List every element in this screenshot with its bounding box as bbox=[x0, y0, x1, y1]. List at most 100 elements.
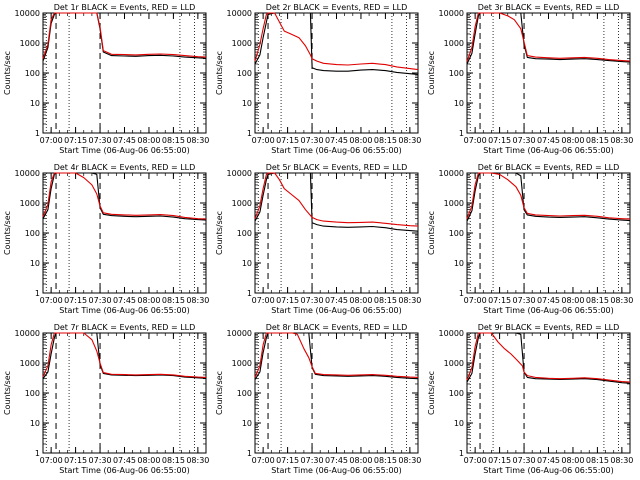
y-axis-label: Counts/sec bbox=[215, 51, 224, 95]
x-tick-label: 08:15 bbox=[586, 296, 609, 305]
x-tick-label: 07:15 bbox=[64, 296, 87, 305]
y-tick-label: 10000 bbox=[227, 169, 252, 178]
x-tick-label: 07:30 bbox=[301, 296, 324, 305]
chart-panel: Det 3r BLACK = Events, RED = LLD Counts/s… bbox=[427, 3, 633, 155]
events-series-line bbox=[254, 12, 419, 75]
chart-panel: Det 5r BLACK = Events, RED = LLD Counts/s… bbox=[215, 163, 421, 315]
chart-panel: Det 4r BLACK = Events, RED = LLD Counts/s… bbox=[3, 163, 209, 315]
x-tick-label: 07:15 bbox=[488, 136, 511, 145]
x-tick-label: 08:30 bbox=[398, 296, 421, 305]
x-tick-label: 07:30 bbox=[513, 136, 536, 145]
x-tick-label: 07:45 bbox=[113, 456, 136, 465]
x-tick-label: 07:30 bbox=[513, 456, 536, 465]
y-tick-label: 1000 bbox=[444, 39, 464, 48]
chart-title: Det 8r BLACK = Events, RED = LLD bbox=[266, 323, 408, 332]
plot-frame bbox=[466, 332, 631, 454]
x-tick-label: 08:15 bbox=[374, 136, 397, 145]
y-tick-label: 1 bbox=[247, 129, 252, 138]
y-tick-label: 10000 bbox=[227, 9, 252, 18]
x-tick-label: 08:15 bbox=[374, 296, 397, 305]
y-tick-label: 1 bbox=[247, 289, 252, 298]
y-tick-label: 1000 bbox=[20, 359, 40, 368]
y-axis-label: Counts/sec bbox=[3, 211, 12, 255]
x-tick-label: 08:15 bbox=[162, 456, 185, 465]
chart-title: Det 9r BLACK = Events, RED = LLD bbox=[478, 323, 620, 332]
x-tick-label: 07:15 bbox=[64, 456, 87, 465]
x-tick-label: 07:00 bbox=[464, 456, 487, 465]
y-tick-label: 10 bbox=[454, 259, 464, 268]
x-tick-label: 07:45 bbox=[325, 136, 348, 145]
plot-frame bbox=[42, 172, 207, 294]
y-tick-label: 10 bbox=[242, 99, 252, 108]
chart-title: Det 7r BLACK = Events, RED = LLD bbox=[54, 323, 196, 332]
plot-frame bbox=[466, 12, 631, 134]
y-tick-label: 1 bbox=[35, 129, 40, 138]
x-tick-label: 07:30 bbox=[301, 136, 324, 145]
y-tick-label: 10000 bbox=[439, 329, 464, 338]
x-tick-label: 07:15 bbox=[276, 296, 299, 305]
y-tick-label: 1 bbox=[459, 449, 464, 458]
x-tick-label: 08:15 bbox=[586, 136, 609, 145]
chart-title: Det 1r BLACK = Events, RED = LLD bbox=[54, 3, 196, 12]
lld-series-line bbox=[254, 172, 419, 227]
events-series-line bbox=[42, 12, 207, 62]
y-tick-label: 10000 bbox=[15, 329, 40, 338]
lld-series-line bbox=[42, 172, 207, 220]
x-tick-label: 08:00 bbox=[137, 456, 160, 465]
lld-series-line bbox=[466, 332, 631, 383]
y-axis-label: Counts/sec bbox=[215, 211, 224, 255]
x-tick-label: 07:00 bbox=[464, 136, 487, 145]
plot-frame bbox=[254, 332, 419, 454]
lld-series-line bbox=[254, 12, 419, 71]
x-tick-label: 07:30 bbox=[89, 296, 112, 305]
y-tick-label: 1 bbox=[459, 289, 464, 298]
x-tick-label: 08:00 bbox=[349, 136, 372, 145]
x-tick-label: 07:30 bbox=[89, 136, 112, 145]
x-tick-label: 07:15 bbox=[488, 296, 511, 305]
x-tick-label: 08:30 bbox=[398, 136, 421, 145]
chart-panel: Det 1r BLACK = Events, RED = LLD Counts/s… bbox=[3, 3, 209, 155]
y-axis-label: Counts/sec bbox=[427, 51, 436, 95]
x-axis-label: Start Time (06-Aug-06 06:55:00) bbox=[483, 306, 614, 315]
x-tick-label: 07:45 bbox=[325, 456, 348, 465]
y-axis-label: Counts/sec bbox=[427, 211, 436, 255]
chart-title: Det 6r BLACK = Events, RED = LLD bbox=[478, 163, 620, 172]
x-tick-label: 07:45 bbox=[537, 296, 560, 305]
y-tick-label: 1000 bbox=[232, 359, 252, 368]
y-tick-label: 10 bbox=[242, 259, 252, 268]
chart-panel: Det 9r BLACK = Events, RED = LLD Counts/s… bbox=[427, 323, 633, 475]
x-tick-label: 08:15 bbox=[586, 456, 609, 465]
plot-frame bbox=[466, 172, 631, 294]
x-tick-label: 08:15 bbox=[374, 456, 397, 465]
y-tick-label: 1000 bbox=[232, 199, 252, 208]
x-tick-label: 08:30 bbox=[186, 136, 209, 145]
x-axis-label: Start Time (06-Aug-06 06:55:00) bbox=[271, 146, 402, 155]
x-tick-label: 07:00 bbox=[252, 296, 275, 305]
events-series-line bbox=[254, 172, 419, 232]
x-tick-label: 07:15 bbox=[64, 136, 87, 145]
y-axis-label: Counts/sec bbox=[3, 371, 12, 415]
lld-series-line bbox=[466, 172, 631, 220]
lld-series-line bbox=[42, 12, 207, 59]
y-tick-label: 100 bbox=[449, 69, 464, 78]
x-tick-label: 07:30 bbox=[513, 296, 536, 305]
y-tick-label: 10 bbox=[30, 419, 40, 428]
x-tick-label: 07:00 bbox=[252, 136, 275, 145]
y-tick-label: 100 bbox=[237, 69, 252, 78]
y-tick-label: 10000 bbox=[15, 169, 40, 178]
x-tick-label: 08:00 bbox=[561, 296, 584, 305]
y-tick-label: 1 bbox=[247, 449, 252, 458]
x-tick-label: 08:15 bbox=[162, 136, 185, 145]
y-tick-label: 1000 bbox=[232, 39, 252, 48]
y-tick-label: 10 bbox=[30, 99, 40, 108]
x-tick-label: 08:00 bbox=[349, 456, 372, 465]
x-axis-label: Start Time (06-Aug-06 06:55:00) bbox=[483, 146, 614, 155]
chart-panel: Det 6r BLACK = Events, RED = LLD Counts/s… bbox=[427, 163, 633, 315]
events-series-line bbox=[466, 332, 631, 384]
plot-frame bbox=[42, 12, 207, 134]
x-tick-label: 07:00 bbox=[252, 456, 275, 465]
y-tick-label: 1 bbox=[459, 129, 464, 138]
x-tick-label: 08:30 bbox=[610, 456, 633, 465]
y-tick-label: 100 bbox=[237, 229, 252, 238]
x-axis-label: Start Time (06-Aug-06 06:55:00) bbox=[483, 466, 614, 475]
